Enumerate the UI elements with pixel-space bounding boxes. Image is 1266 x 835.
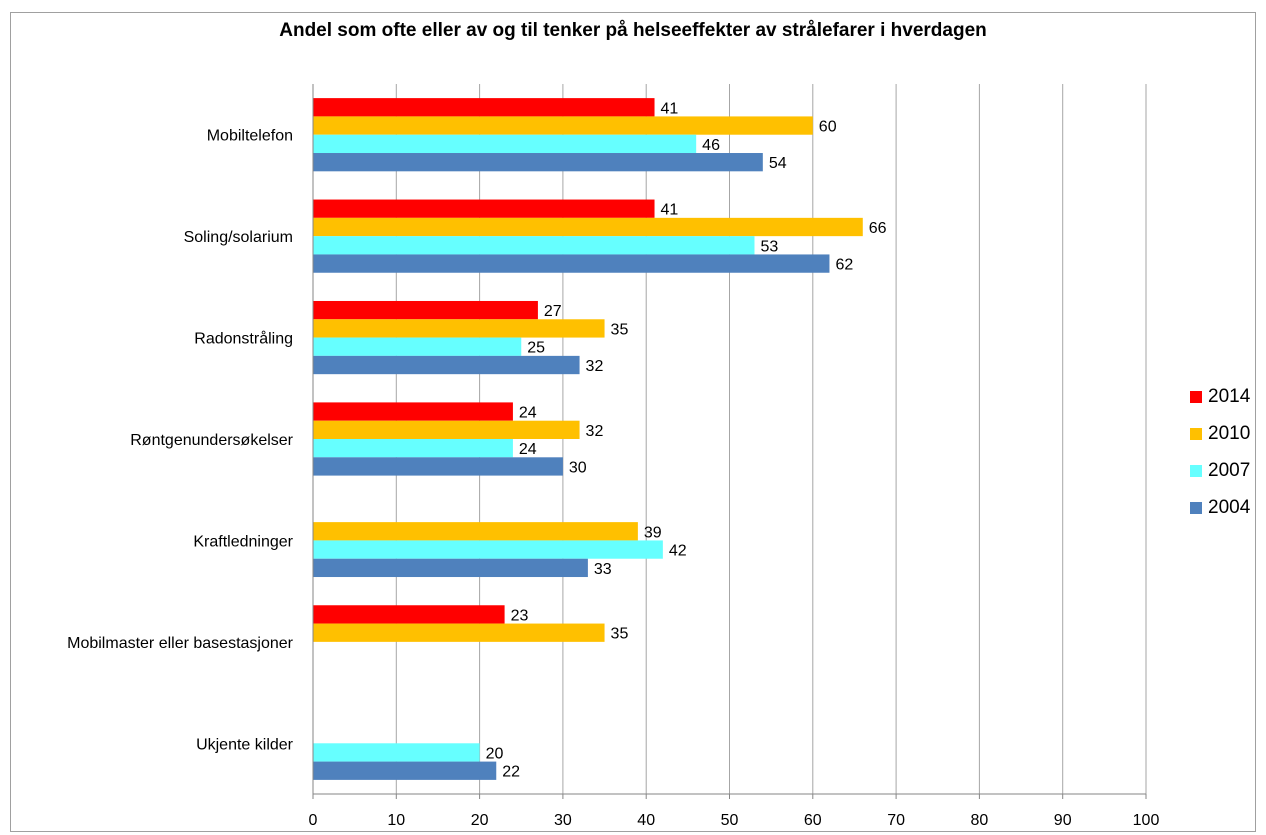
data-label: 46 — [702, 137, 720, 154]
bar — [313, 116, 813, 135]
bar — [313, 522, 638, 541]
data-label: 25 — [527, 340, 545, 357]
bar — [313, 217, 863, 237]
category-label: Røntgenundersøkelser — [130, 432, 293, 449]
legend-item: 2014 — [1190, 378, 1250, 415]
legend: 2014 2010 2007 2004 — [1190, 378, 1250, 526]
bar — [313, 319, 605, 338]
bar — [313, 254, 830, 273]
bar — [313, 199, 655, 218]
legend-label: 2014 — [1208, 385, 1251, 407]
data-label: 60 — [819, 119, 837, 136]
legend-item: 2007 — [1190, 452, 1250, 489]
bar — [313, 337, 522, 356]
x-tick-label: 100 — [1133, 812, 1160, 829]
bar — [313, 153, 763, 172]
bar — [313, 300, 538, 320]
bar — [313, 420, 580, 439]
data-label: 24 — [519, 441, 537, 458]
data-label: 41 — [661, 100, 679, 117]
data-label: 66 — [869, 220, 887, 237]
category-label: Ukjente kilder — [196, 736, 294, 753]
bar — [313, 605, 505, 624]
data-label: 23 — [511, 607, 529, 624]
data-label: 35 — [611, 626, 629, 643]
data-label: 33 — [594, 561, 612, 578]
bar — [313, 623, 605, 642]
bar — [313, 98, 655, 117]
bar — [313, 457, 563, 476]
category-label: Radonstråling — [194, 330, 293, 348]
category-label: Kraftledninger — [193, 533, 293, 550]
data-label: 20 — [486, 745, 504, 762]
x-tick-label: 20 — [471, 812, 489, 829]
data-label: 41 — [661, 202, 679, 219]
bar — [313, 134, 697, 154]
data-label: 53 — [760, 238, 778, 255]
bar — [313, 355, 580, 375]
data-label: 35 — [611, 321, 629, 338]
data-label: 39 — [644, 524, 662, 541]
bar — [313, 236, 755, 255]
chart-title: Andel som ofte eller av og til tenker på… — [279, 20, 987, 41]
category-label: Mobilmaster eller basestasjoner — [67, 635, 294, 652]
bar — [313, 558, 588, 578]
legend-swatch — [1190, 427, 1202, 440]
legend-label: 2007 — [1208, 459, 1251, 481]
x-tick-label: 10 — [387, 812, 405, 829]
data-label: 32 — [586, 423, 604, 440]
bar — [313, 743, 480, 762]
category-label: Soling/solarium — [184, 229, 293, 246]
x-tick-label: 50 — [721, 812, 739, 829]
bar — [313, 540, 663, 559]
data-label: 22 — [502, 764, 520, 781]
x-tick-label: 80 — [971, 812, 989, 829]
legend-swatch — [1190, 390, 1202, 403]
x-tick-label: 30 — [554, 812, 572, 829]
category-label: Mobiltelefon — [207, 128, 293, 145]
legend-item: 2004 — [1190, 489, 1250, 526]
legend-swatch — [1190, 501, 1202, 514]
bar — [313, 402, 513, 421]
data-label: 62 — [835, 257, 853, 274]
x-tick-label: 70 — [887, 812, 905, 829]
x-tick-label: 40 — [637, 812, 655, 829]
legend-label: 2004 — [1208, 496, 1251, 518]
x-tick-label: 0 — [309, 812, 318, 829]
x-tick-label: 60 — [804, 812, 822, 829]
legend-label: 2010 — [1208, 422, 1251, 444]
data-label: 54 — [769, 155, 787, 172]
data-label: 27 — [544, 303, 562, 320]
legend-swatch — [1190, 464, 1202, 477]
legend-item: 2010 — [1190, 415, 1250, 452]
data-label: 42 — [669, 543, 687, 560]
data-label: 24 — [519, 405, 537, 422]
x-tick-label: 90 — [1054, 812, 1072, 829]
bar — [313, 761, 497, 780]
data-label: 30 — [569, 459, 587, 476]
data-label: 32 — [586, 358, 604, 375]
bar — [313, 439, 513, 458]
